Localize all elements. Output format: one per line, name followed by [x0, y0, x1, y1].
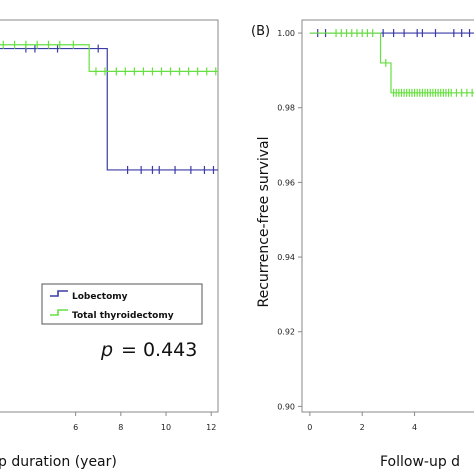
panel-b-frame	[301, 19, 474, 413]
panel-b-x-axis-title: Follow-up d	[380, 454, 460, 470]
panel-b-x-ticks: 0 2 4	[307, 412, 417, 432]
panel-b: (B) 1.00 0.98 0.96 0.94 0.92 0.90 0 2 4 Recurre…	[251, 19, 474, 470]
legend-label-total-thyroidectomy: Total thyroidectomy	[72, 311, 174, 321]
panel-b-series	[309, 29, 474, 97]
x-tick-label: 12	[206, 423, 216, 432]
y-tick-label: 0.90	[277, 402, 295, 411]
panel-a-series	[0, 40, 218, 174]
panel-a-x-ticks: 6 8 10 12	[73, 412, 216, 432]
legend: Lobectomy Total thyroidectomy	[41, 283, 203, 325]
y-tick-label: 0.96	[277, 178, 295, 187]
panel-a-frame	[0, 19, 219, 413]
panel-a: 6 8 10 12 Lobectomy Total thyroidectomy p =…	[0, 19, 219, 470]
panel-b-y-axis-title: Recurrence-free survival	[256, 137, 272, 308]
y-tick-label: 0.94	[277, 253, 295, 262]
p-value-text: = 0.443	[121, 339, 197, 361]
x-tick-label: 4	[412, 423, 417, 432]
legend-label-lobectomy: Lobectomy	[72, 292, 128, 302]
y-tick-label: 0.98	[277, 104, 295, 113]
x-tick-label: 8	[118, 423, 123, 432]
series-line-lobectomy	[0, 47, 218, 171]
legend-box	[41, 283, 203, 325]
y-tick-label: 0.92	[277, 328, 295, 337]
x-tick-label: 2	[360, 423, 365, 432]
panel-b-y-ticks: 1.00 0.98 0.96 0.94 0.92 0.90	[277, 29, 302, 411]
x-tick-label: 0	[307, 423, 312, 432]
x-tick-label: 6	[73, 423, 78, 432]
legend-swatch-total-thyroidectomy	[50, 309, 68, 316]
y-tick-label: 1.00	[277, 29, 295, 38]
panel-a-x-axis-title: p duration (year)	[0, 454, 117, 470]
panel-b-label: (B)	[251, 24, 270, 39]
legend-swatch-lobectomy	[50, 290, 68, 297]
x-tick-label: 10	[161, 423, 171, 432]
p-value-symbol: p	[100, 339, 113, 361]
